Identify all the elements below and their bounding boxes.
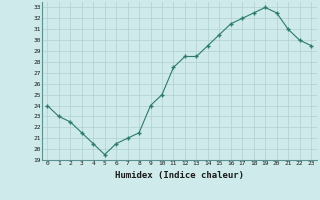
- X-axis label: Humidex (Indice chaleur): Humidex (Indice chaleur): [115, 171, 244, 180]
